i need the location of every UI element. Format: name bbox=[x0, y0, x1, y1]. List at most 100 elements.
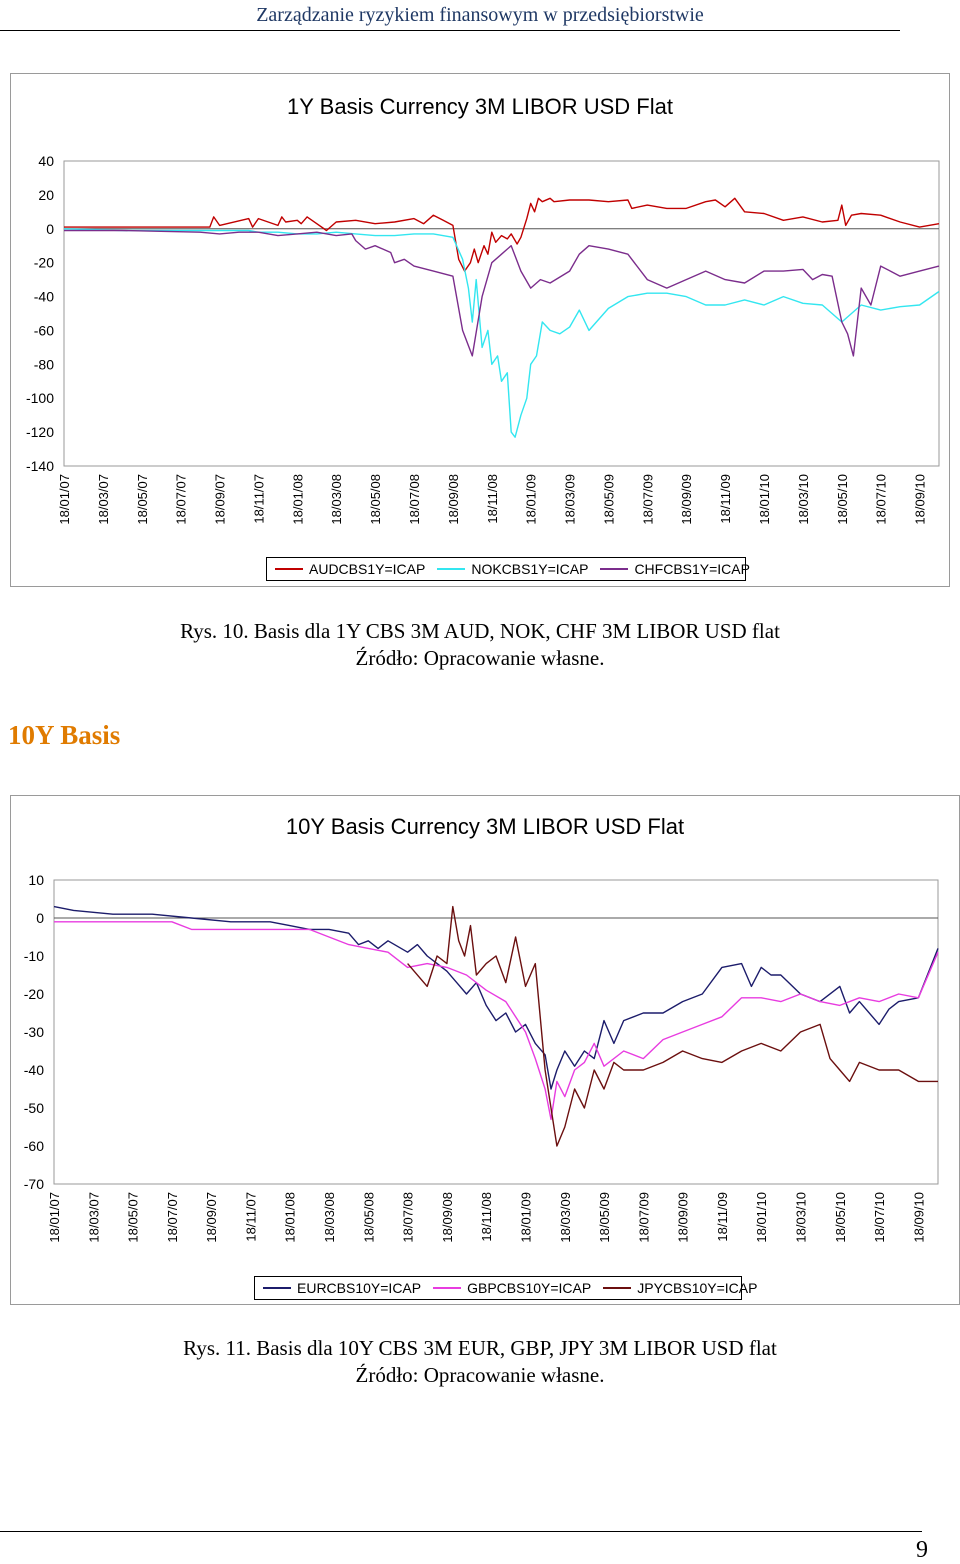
series-line-gbpcbs10y-icap bbox=[54, 921, 939, 1121]
legend-line bbox=[600, 568, 629, 570]
x-tick-label: 18/01/07 bbox=[57, 474, 72, 525]
x-tick-label: 18/03/10 bbox=[793, 1192, 808, 1243]
x-tick-label: 18/01/08 bbox=[283, 1192, 298, 1243]
y-tick-label: 10 bbox=[28, 872, 44, 888]
y-tick-label: -20 bbox=[24, 986, 44, 1002]
y-tick-label: -10 bbox=[24, 948, 44, 964]
x-tick-label: 18/09/07 bbox=[213, 474, 228, 525]
x-tick-label: 18/09/08 bbox=[446, 474, 461, 525]
legend-item-chfcbs1y: CHFCBS1Y=ICAP bbox=[600, 561, 750, 577]
legend-item-audcbs1y: AUDCBS1Y=ICAP bbox=[275, 561, 425, 577]
chart-1-legend: AUDCBS1Y=ICAP NOKCBS1Y=ICAP CHFCBS1Y=ICA… bbox=[266, 557, 750, 581]
x-tick-label: 18/03/09 bbox=[563, 474, 578, 525]
x-tick-label: 18/07/07 bbox=[174, 474, 189, 525]
plot-area bbox=[63, 160, 940, 467]
y-tick-label: -70 bbox=[24, 1176, 44, 1192]
x-tick-label: 18/01/09 bbox=[524, 474, 539, 525]
x-tick-label: 18/03/09 bbox=[558, 1192, 573, 1243]
header-rule bbox=[0, 30, 900, 31]
y-tick-label: -100 bbox=[26, 390, 54, 406]
chart-2-legend: EURCBS10Y=ICAP GBPCBS10Y=ICAP JPYCBS10Y=… bbox=[254, 1276, 757, 1300]
series-line-jpycbs10y-icap bbox=[407, 905, 938, 1147]
x-tick-label: 18/03/07 bbox=[96, 474, 111, 525]
x-tick-label: 18/09/09 bbox=[679, 474, 694, 525]
y-tick-label: -30 bbox=[24, 1024, 44, 1040]
x-tick-label: 18/09/08 bbox=[440, 1192, 455, 1243]
y-tick-label: -140 bbox=[26, 458, 54, 474]
y-tick-label: -40 bbox=[34, 289, 54, 305]
plot-area bbox=[53, 879, 939, 1185]
x-tick-label: 18/03/07 bbox=[86, 1192, 101, 1243]
legend-item-jpycbs10y: JPYCBS10Y=ICAP bbox=[603, 1280, 757, 1296]
chart-1-frame: 1Y Basis Currency 3M LIBOR USD Flat 40 20… bbox=[10, 73, 950, 587]
x-tick-label: 18/11/08 bbox=[479, 1192, 494, 1242]
series-line-nokcbs1y-icap bbox=[63, 228, 940, 438]
x-tick-label: 18/01/10 bbox=[754, 1192, 769, 1243]
x-tick-label: 18/05/07 bbox=[135, 474, 150, 525]
x-tick-label: 18/11/07 bbox=[251, 474, 266, 524]
y-tick-label: 20 bbox=[38, 187, 54, 203]
x-tick-label: 18/07/07 bbox=[165, 1192, 180, 1243]
x-tick-label: 18/11/09 bbox=[718, 474, 733, 524]
x-tick-label: 18/11/07 bbox=[243, 1192, 258, 1242]
legend-line bbox=[263, 1287, 291, 1289]
chart-2-frame: 10Y Basis Currency 3M LIBOR USD Flat 10 0… bbox=[10, 795, 960, 1305]
page-number: 9 bbox=[916, 1537, 928, 1563]
figure-2-source: Źródło: Opracowanie własne. bbox=[355, 1363, 605, 1387]
x-tick-label: 18/07/10 bbox=[872, 1192, 887, 1243]
y-tick-label: 0 bbox=[46, 221, 54, 237]
footer-rule bbox=[0, 1531, 922, 1532]
figure-1-source: Źródło: Opracowanie własne. bbox=[355, 646, 605, 670]
legend-label: AUDCBS1Y=ICAP bbox=[309, 561, 426, 577]
series-line-eurcbs10y-icap bbox=[53, 905, 939, 1090]
x-tick-label: 18/05/07 bbox=[126, 1192, 141, 1243]
legend-line bbox=[437, 568, 466, 570]
chart-2-title: 10Y Basis Currency 3M LIBOR USD Flat bbox=[285, 814, 685, 839]
x-tick-label: 18/03/08 bbox=[322, 1192, 337, 1243]
x-tick-label: 18/01/07 bbox=[47, 1192, 62, 1243]
legend-label: GBPCBS10Y=ICAP bbox=[467, 1280, 592, 1296]
x-tick-label: 18/03/10 bbox=[796, 474, 811, 525]
legend-item-gbpcbs10y: GBPCBS10Y=ICAP bbox=[433, 1280, 591, 1296]
x-tick-label: 18/09/09 bbox=[676, 1192, 691, 1243]
y-tick-label: -60 bbox=[34, 322, 54, 338]
legend-label: NOKCBS1Y=ICAP bbox=[471, 561, 589, 577]
x-tick-label: 18/05/10 bbox=[833, 1192, 848, 1243]
x-tick-label: 18/09/10 bbox=[913, 474, 928, 525]
series-line-audcbs1y-icap bbox=[64, 197, 940, 272]
legend-item-eurcbs10y: EURCBS10Y=ICAP bbox=[263, 1280, 421, 1296]
y-tick-label: -50 bbox=[24, 1100, 44, 1116]
figure-2-caption: Rys. 11. Basis dla 10Y CBS 3M EUR, GBP, … bbox=[183, 1336, 777, 1360]
section-heading-10y: 10Y Basis bbox=[8, 720, 121, 750]
x-tick-label: 18/05/10 bbox=[835, 474, 850, 525]
legend-line bbox=[603, 1287, 632, 1289]
legend-label: CHFCBS1Y=ICAP bbox=[634, 561, 750, 577]
x-tick-label: 18/07/08 bbox=[401, 1192, 416, 1243]
x-tick-label: 18/07/10 bbox=[874, 474, 889, 525]
x-tick-label: 18/01/10 bbox=[757, 474, 772, 525]
x-tick-label: 18/11/09 bbox=[715, 1192, 730, 1242]
x-tick-label: 18/05/09 bbox=[601, 474, 616, 525]
x-tick-label: 18/05/08 bbox=[361, 1192, 376, 1243]
y-tick-label: -20 bbox=[34, 255, 54, 271]
x-tick-label: 18/01/09 bbox=[518, 1192, 533, 1243]
legend-item-nokcbs1y: NOKCBS1Y=ICAP bbox=[437, 561, 588, 577]
x-tick-label: 18/09/07 bbox=[204, 1192, 219, 1243]
x-tick-label: 18/01/08 bbox=[290, 474, 305, 525]
y-tick-label: -60 bbox=[24, 1138, 44, 1154]
x-tick-label: 18/07/08 bbox=[407, 474, 422, 525]
series-line-chfcbs1y-icap bbox=[64, 229, 940, 357]
y-tick-label: 40 bbox=[38, 153, 54, 169]
page-header-title: Zarządzanie ryzykiem finansowym w przeds… bbox=[256, 4, 704, 26]
x-tick-label: 18/03/08 bbox=[329, 474, 344, 525]
legend-line bbox=[275, 568, 303, 570]
x-tick-label: 18/07/09 bbox=[640, 474, 655, 525]
x-tick-label: 18/07/09 bbox=[636, 1192, 651, 1243]
legend-label: JPYCBS10Y=ICAP bbox=[637, 1280, 758, 1296]
legend-line bbox=[433, 1287, 462, 1289]
chart-1-title: 1Y Basis Currency 3M LIBOR USD Flat bbox=[287, 94, 673, 119]
x-tick-label: 18/11/08 bbox=[485, 474, 500, 524]
x-tick-label: 18/05/09 bbox=[597, 1192, 612, 1243]
